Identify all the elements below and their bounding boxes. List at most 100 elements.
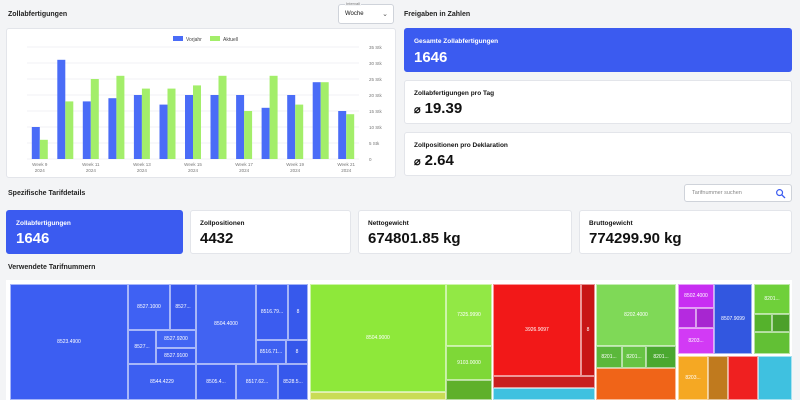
chevron-down-icon: ⌄ bbox=[382, 11, 388, 18]
bar-aktuell-week-14[interactable] bbox=[167, 88, 176, 159]
kpi-title: Freigaben in Zahlen bbox=[404, 11, 471, 18]
treemap-cell[interactable]: 7325.9990 bbox=[446, 284, 492, 346]
chart-title: Zollabfertigungen bbox=[8, 11, 68, 18]
treemap-cell[interactable]: 8 bbox=[581, 284, 595, 376]
bar-aktuell-week-17[interactable] bbox=[244, 111, 253, 159]
bar-vorjahr-week-21[interactable] bbox=[338, 111, 347, 159]
bar-vorjahr-week-9[interactable] bbox=[31, 127, 40, 159]
chart-card: 0 5 Stk 10 Stk 15 Stk 20 Stk 25 Stk 30 Stk 35 S… bbox=[6, 28, 396, 178]
treemap-cell[interactable]: 8527.9100 bbox=[156, 348, 196, 364]
bar-vorjahr-week-12[interactable] bbox=[108, 98, 117, 159]
treemap-cell[interactable]: 8517.62... bbox=[236, 364, 278, 400]
kpi-per-day-card: Zollabfertigungen pro Tag ⌀ 19.39 bbox=[404, 80, 792, 124]
tariff-card-label: Zollpositionen bbox=[200, 220, 245, 227]
treemap-cell[interactable]: 8201... bbox=[646, 346, 676, 368]
bar-vorjahr-week-20[interactable] bbox=[312, 82, 321, 159]
interval-select[interactable]: Intervall Woche ⌄ bbox=[338, 1, 394, 24]
tariff-search-input[interactable]: Tarifnummer suchen bbox=[684, 184, 792, 202]
treemap-cell[interactable] bbox=[678, 308, 696, 328]
treemap-cell[interactable]: 8502.4000 bbox=[678, 284, 714, 308]
treemap-cell[interactable]: 8544.4229 bbox=[128, 364, 196, 400]
bar-aktuell-week-12[interactable] bbox=[116, 75, 125, 159]
x-tick-label: Week 11 bbox=[82, 162, 100, 167]
treemap-cell[interactable] bbox=[772, 314, 790, 332]
treemap-cell[interactable]: 9103.0000 bbox=[446, 346, 492, 380]
kpi-per-day-value: 19.39 bbox=[424, 100, 463, 117]
bar-aktuell-week-21[interactable] bbox=[346, 114, 355, 159]
y-tick-label: 30 Stk bbox=[369, 61, 383, 66]
bar-vorjahr-week-11[interactable] bbox=[82, 101, 91, 159]
treemap-cell[interactable]: 8527.1000 bbox=[128, 284, 170, 330]
treemap-cell[interactable]: 8507.9099 bbox=[714, 284, 752, 354]
interval-value: Woche bbox=[345, 11, 364, 17]
bar-vorjahr-week-17[interactable] bbox=[236, 95, 245, 159]
tariff-search-placeholder: Tarifnummer suchen bbox=[692, 190, 742, 196]
kpi-per-decl-label: Zollpositionen pro Deklaration bbox=[414, 142, 508, 149]
tariff-card-clearances: Zollabfertigungen 1646 bbox=[6, 210, 183, 254]
treemap-cell[interactable]: 8202.4000 bbox=[596, 284, 676, 346]
bar-aktuell-week-20[interactable] bbox=[320, 82, 329, 159]
treemap-cell[interactable]: 8504.9000 bbox=[310, 284, 446, 392]
bar-aktuell-week-15[interactable] bbox=[193, 85, 201, 159]
y-tick-label: 25 Stk bbox=[369, 77, 383, 82]
treemap-cell[interactable]: 3926.9097 bbox=[493, 284, 581, 376]
treemap-cell[interactable]: 8201... bbox=[622, 346, 646, 368]
treemap-cell[interactable]: 8201... bbox=[596, 346, 622, 368]
treemap-cell[interactable]: 8516.71... bbox=[256, 340, 286, 364]
x-tick-year: 2024 bbox=[35, 168, 46, 173]
bar-vorjahr-week-10[interactable] bbox=[57, 59, 66, 159]
treemap-cell[interactable]: 8527.9200 bbox=[156, 330, 196, 348]
bar-vorjahr-week-18[interactable] bbox=[261, 107, 270, 159]
treemap-cell[interactable]: 8 bbox=[288, 284, 308, 340]
treemap-cell[interactable]: 8201... bbox=[754, 284, 790, 314]
treemap-cell[interactable] bbox=[493, 388, 595, 400]
kpi-total-label: Gesamte Zollabfertigungen bbox=[414, 38, 499, 45]
x-tick-label: Week 13 bbox=[133, 162, 151, 167]
bar-vorjahr-week-13[interactable] bbox=[133, 95, 142, 159]
bar-vorjahr-week-15[interactable] bbox=[185, 95, 193, 159]
bar-vorjahr-week-16[interactable] bbox=[210, 95, 219, 159]
bar-aktuell-week-9[interactable] bbox=[39, 139, 48, 159]
bar-aktuell-week-11[interactable] bbox=[90, 79, 99, 159]
treemap-cell[interactable]: 8516.79... bbox=[256, 284, 288, 340]
tariff-card-positions: Zollpositionen 4432 bbox=[190, 210, 351, 254]
treemap-cell[interactable] bbox=[596, 368, 676, 400]
treemap-cell[interactable] bbox=[758, 356, 792, 400]
treemap-cell[interactable]: 8203... bbox=[678, 328, 714, 354]
tariff-title: Spezifische Tarifdetails bbox=[8, 190, 86, 197]
treemap-cell[interactable] bbox=[446, 380, 492, 400]
treemap-cell[interactable] bbox=[696, 308, 714, 328]
treemap-cell[interactable]: 8527... bbox=[128, 330, 156, 364]
tariff-card-value: 4432 bbox=[200, 230, 234, 247]
kpi-per-decl-value: 2.64 bbox=[424, 152, 454, 169]
x-tick-label: Week 15 bbox=[184, 162, 202, 167]
treemap-cell[interactable] bbox=[754, 332, 790, 354]
x-tick-year: 2024 bbox=[341, 168, 352, 173]
treemap-cell[interactable]: 8527... bbox=[170, 284, 196, 330]
treemap-cell[interactable] bbox=[728, 356, 758, 400]
treemap-cell[interactable]: 8523.4900 bbox=[10, 284, 128, 400]
treemap-cell[interactable]: 8203... bbox=[678, 356, 708, 400]
average-icon: ⌀ bbox=[414, 156, 421, 168]
treemap-cell[interactable] bbox=[310, 392, 446, 400]
search-icon[interactable] bbox=[775, 188, 786, 199]
treemap-cell[interactable]: 8 bbox=[286, 340, 308, 364]
treemap-cell[interactable]: 8528.5... bbox=[278, 364, 308, 400]
treemap-cell[interactable] bbox=[493, 376, 595, 388]
bar-aktuell-week-18[interactable] bbox=[269, 75, 278, 159]
treemap-cell[interactable]: 8505.4... bbox=[196, 364, 236, 400]
treemap-cell[interactable] bbox=[708, 356, 728, 400]
bar-aktuell-week-19[interactable] bbox=[295, 104, 304, 159]
bar-aktuell-week-16[interactable] bbox=[218, 75, 227, 159]
tariff-card-label: Bruttogewicht bbox=[589, 220, 633, 227]
y-tick-label: 0 bbox=[369, 157, 372, 162]
x-tick-label: Week 9 bbox=[32, 162, 48, 167]
bar-vorjahr-week-19[interactable] bbox=[287, 95, 296, 159]
tariff-card-value: 1646 bbox=[16, 230, 50, 247]
y-tick-label: 10 Stk bbox=[369, 125, 383, 130]
treemap-cell[interactable] bbox=[754, 314, 772, 332]
bar-aktuell-week-10[interactable] bbox=[65, 101, 74, 159]
bar-aktuell-week-13[interactable] bbox=[141, 88, 150, 159]
treemap-cell[interactable]: 8504.4000 bbox=[196, 284, 256, 364]
bar-vorjahr-week-14[interactable] bbox=[159, 104, 168, 159]
